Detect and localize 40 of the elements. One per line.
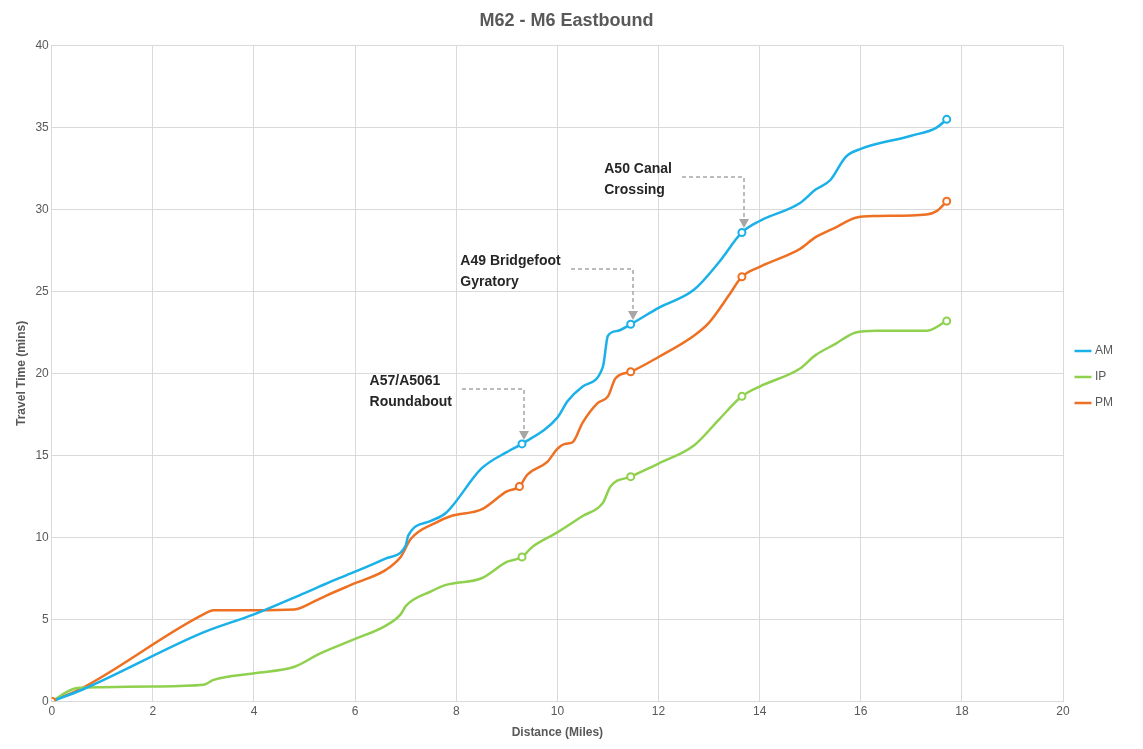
legend-label: PM	[1095, 395, 1113, 410]
point	[737, 391, 747, 401]
point	[737, 272, 747, 282]
x-tick-label: 2	[149, 703, 157, 718]
x-tick-label: 18	[955, 703, 969, 718]
y-tick-label: 30	[35, 201, 50, 216]
annotation: A50 Canal Crossing	[604, 160, 672, 198]
x-tick-label: 12	[651, 703, 666, 718]
x-tick-label: 8	[452, 703, 460, 718]
y-tick-label: 10	[35, 529, 50, 544]
point	[517, 439, 527, 449]
point	[517, 552, 527, 562]
y-tick-label: 35	[35, 119, 50, 134]
x-tick-label: 4	[250, 703, 258, 718]
x-tick-label: 20	[1056, 703, 1070, 718]
legend-label: IP	[1095, 369, 1107, 384]
point	[626, 367, 636, 377]
y-tick-label: 15	[35, 447, 50, 462]
y-tick-label: 0	[42, 693, 50, 708]
point	[737, 227, 747, 237]
annotation: A57/A5061 Roundabout	[369, 371, 453, 409]
x-tick-label: 10	[550, 703, 565, 718]
y-tick-label: 5	[42, 611, 50, 626]
annotation: A49 Bridgefoot Gyratory	[460, 252, 562, 290]
y-tick-label: 20	[35, 365, 50, 380]
x-tick-label: 6	[351, 703, 359, 718]
point	[626, 472, 636, 482]
y-tick-label: 40	[35, 37, 50, 52]
point	[626, 319, 636, 329]
y-axis-title: Travel Time (mins)	[13, 320, 28, 426]
x-tick-label: 16	[854, 703, 868, 718]
legend-label: AM	[1095, 343, 1113, 358]
point	[942, 196, 952, 206]
x-axis-title: Distance (Miles)	[511, 725, 604, 740]
point	[942, 114, 952, 124]
chart-title: M62 - M6 Eastbound	[479, 9, 654, 30]
point	[514, 481, 524, 491]
x-tick-label: 14	[752, 703, 767, 718]
y-tick-label: 25	[35, 283, 50, 298]
point	[942, 316, 952, 326]
